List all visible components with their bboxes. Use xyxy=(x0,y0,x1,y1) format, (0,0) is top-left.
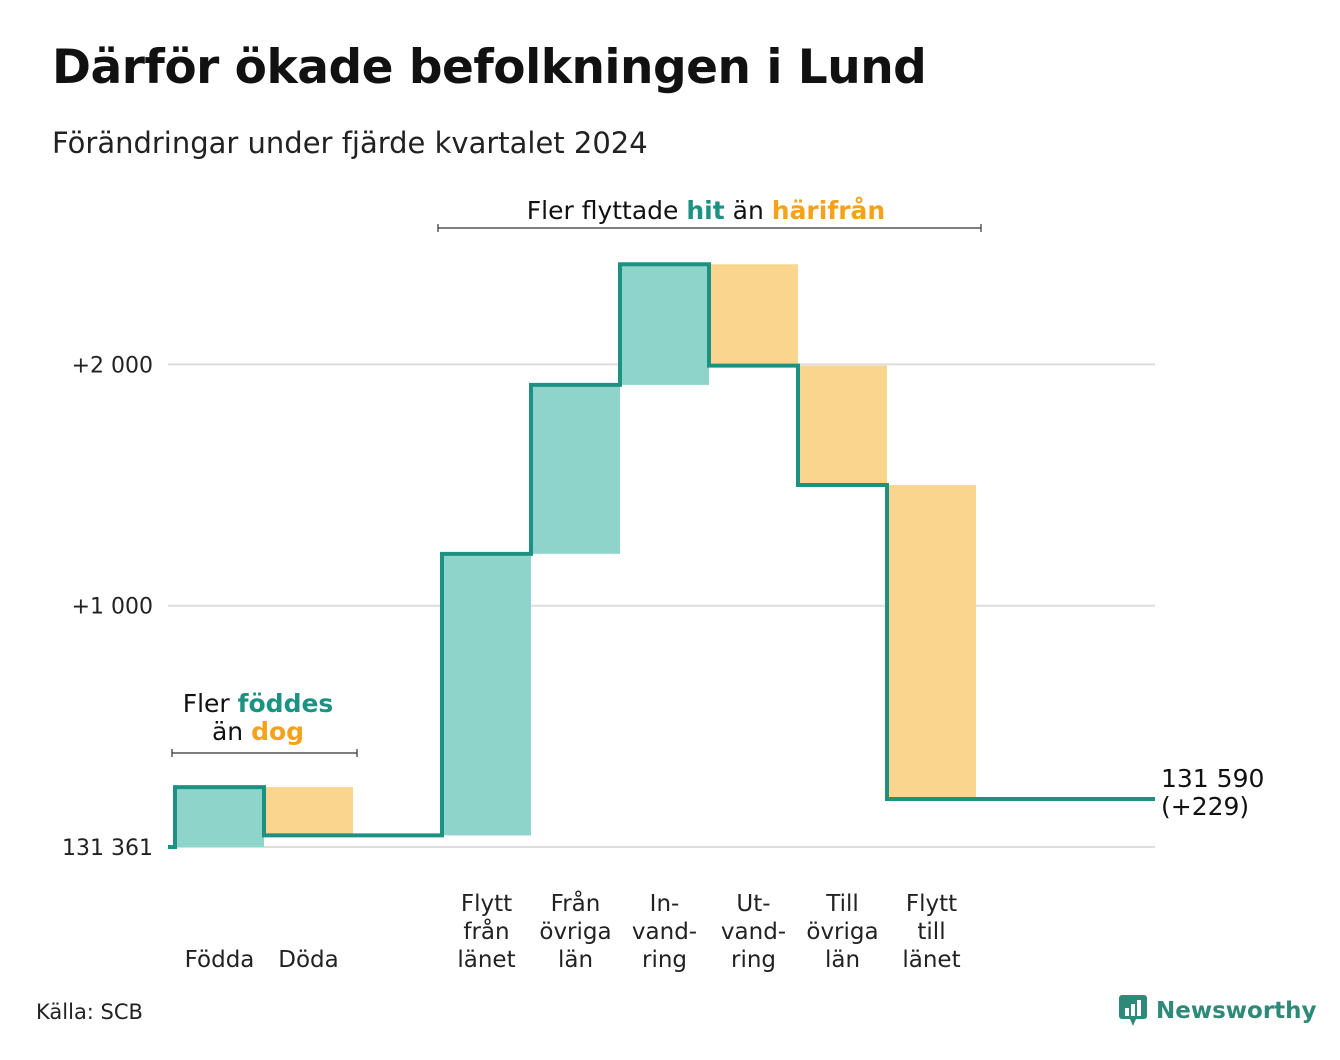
annotation-text: Fler föddes xyxy=(183,689,334,718)
grid-layer xyxy=(168,363,1155,848)
y-tick-label: +1 000 xyxy=(72,595,153,620)
category-label: Ut- xyxy=(736,891,770,917)
y-tick-label: +2 000 xyxy=(72,353,153,378)
end-value-label: (+229) xyxy=(1161,792,1249,821)
decrease-bar xyxy=(887,485,976,799)
increase-bar xyxy=(442,553,531,836)
brand-name: Newsworthy xyxy=(1156,998,1317,1024)
category-label: övriga xyxy=(806,919,878,945)
category-label: länet xyxy=(902,947,960,973)
increase-bar xyxy=(175,787,264,847)
category-label: Döda xyxy=(278,947,338,973)
category-label: Födda xyxy=(185,947,255,973)
y-tick-label: 131 361 xyxy=(62,836,153,861)
end-value-label: 131 590 xyxy=(1161,764,1264,793)
category-label: vand- xyxy=(632,919,697,945)
chart-title: Därför ökade befolkningen i Lund xyxy=(52,40,927,95)
annotation-text: än dog xyxy=(212,717,304,746)
category-label: län xyxy=(825,947,860,973)
brand-logo: Newsworthy xyxy=(1118,994,1317,1028)
increase-bar xyxy=(531,384,620,554)
newsworthy-chart-icon xyxy=(1119,995,1147,1026)
source-note: Källa: SCB xyxy=(36,1000,143,1024)
category-label: länet xyxy=(457,947,515,973)
bars-layer xyxy=(175,264,976,847)
category-label: Till xyxy=(825,891,859,917)
category-label: Flytt xyxy=(906,891,957,917)
category-label: till xyxy=(917,919,945,945)
category-label: Från xyxy=(551,889,601,917)
chart-subtitle: Förändringar under fjärde kvartalet 2024 xyxy=(52,126,648,160)
category-label: län xyxy=(558,947,593,973)
category-label: In- xyxy=(650,891,680,917)
decrease-bar xyxy=(798,365,887,486)
increase-bar xyxy=(620,264,709,385)
decrease-bar xyxy=(709,264,798,366)
cumulative-step-line xyxy=(168,262,1155,849)
category-label: Flytt xyxy=(461,891,512,917)
category-label: ring xyxy=(642,947,687,973)
annotation-text: Fler flyttade hit än härifrån xyxy=(527,196,885,225)
category-label: från xyxy=(463,917,509,945)
decrease-bar xyxy=(264,787,353,836)
step-line-layer xyxy=(168,262,1155,849)
category-label: ring xyxy=(731,947,776,973)
category-label: övriga xyxy=(539,919,611,945)
category-label: vand- xyxy=(721,919,786,945)
